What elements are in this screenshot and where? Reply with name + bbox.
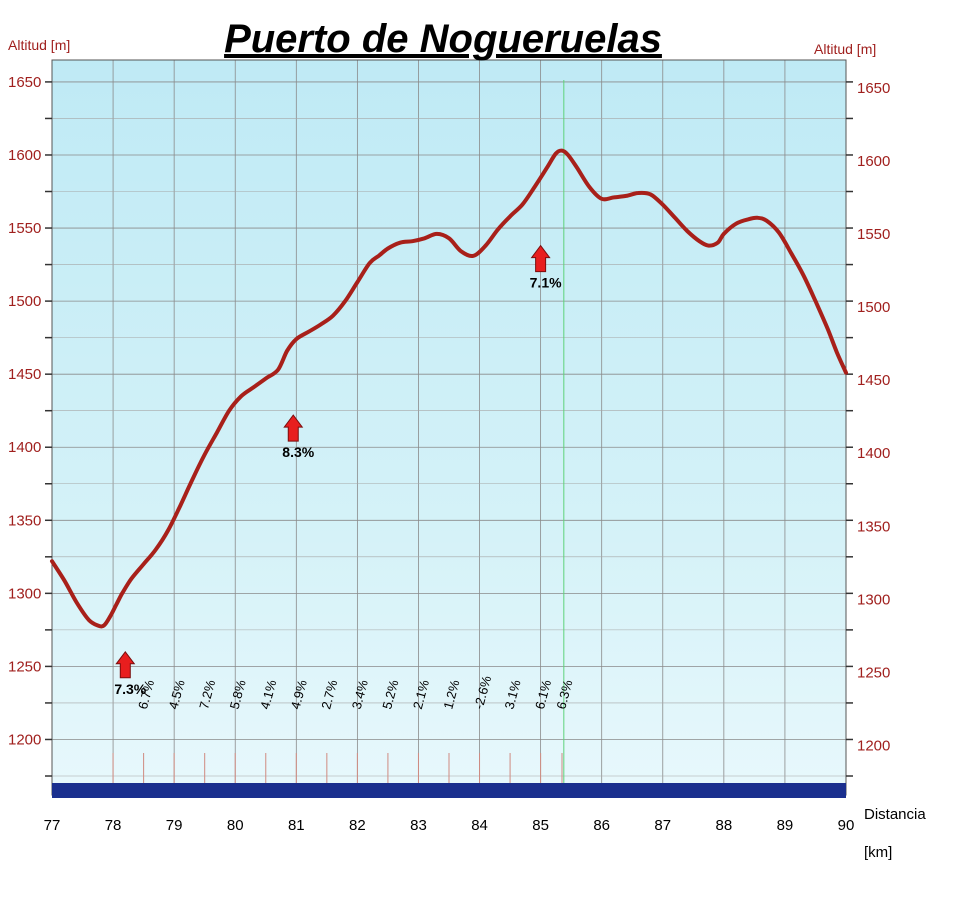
y-axis-left-title: Altitud [m] (8, 37, 70, 53)
callout-label: 7.3% (114, 681, 146, 697)
y-tick-label-right: 1400 (857, 445, 890, 462)
y-tick-label-right: 1350 (857, 518, 890, 535)
y-tick-label-right: 1550 (857, 226, 890, 243)
callout-arrow-icon (530, 244, 551, 273)
x-tick-label: 79 (166, 817, 183, 834)
plot-background (52, 60, 846, 795)
tick-marks (45, 81, 853, 777)
series-line (50, 148, 848, 629)
y-tick-label-left: 1300 (8, 585, 41, 602)
y-tick-label-left: 1550 (8, 220, 41, 237)
y-tick-label-right: 1450 (857, 372, 890, 389)
x-tick-label: 89 (777, 817, 794, 834)
y-tick-label-left: 1500 (8, 293, 41, 310)
x-axis-unit: [km] (864, 844, 892, 861)
y-tick-label-left: 1200 (8, 731, 41, 748)
callout-arrow-icon (115, 650, 136, 679)
y-tick-label-right: 1600 (857, 153, 890, 170)
y-tick-label-right: 1650 (857, 80, 890, 97)
chart-title: Puerto de Nogueruelas (224, 17, 662, 61)
callout-arrow-icon (283, 414, 304, 442)
x-tick-label: 88 (716, 817, 733, 834)
x-axis-tick-labels: 77 78 79 80 81 82 83 84 85 86 87 88 89 90 (44, 817, 855, 834)
y-axis-right-tick-labels: 1200 1250 1300 1350 1400 1450 1500 1550 1600 1650 (857, 80, 890, 755)
x-tick-label: 77 (44, 817, 61, 834)
y-tick-label-right: 1200 (857, 737, 890, 754)
y-tick-label-left: 1650 (8, 74, 41, 91)
x-tick-label: 81 (288, 817, 305, 834)
x-tick-label: 82 (349, 817, 366, 834)
y-tick-label-right: 1300 (857, 591, 890, 608)
grade-callouts: 7.3% 8.3% 7.1% (114, 244, 562, 697)
x-tick-label: 84 (471, 817, 488, 834)
y-axis-left-tick-labels: 1200 1250 1300 1350 1400 1450 1500 1550 1600 1650 (8, 74, 41, 749)
y-tick-label-left: 1350 (8, 512, 41, 529)
y-tick-label-left: 1450 (8, 366, 41, 383)
x-axis-title: Distancia (864, 806, 926, 823)
x-tick-label: 87 (654, 817, 671, 834)
y-axis-right-title: Altitud [m] (814, 41, 876, 57)
x-tick-label: 83 (410, 817, 427, 834)
callout-label: 8.3% (282, 444, 314, 460)
x-tick-label: 78 (105, 817, 122, 834)
grade-ticks (112, 753, 563, 783)
x-tick-label: 80 (227, 817, 244, 834)
y-tick-label-left: 1600 (8, 147, 41, 164)
y-tick-label-right: 1500 (857, 299, 890, 316)
callout-label: 7.1% (530, 275, 562, 291)
y-tick-label-right: 1250 (857, 664, 890, 681)
y-tick-label-left: 1400 (8, 439, 41, 456)
x-tick-label: 86 (593, 817, 610, 834)
baseline-bar (52, 783, 846, 798)
x-tick-label: 90 (838, 817, 855, 834)
x-tick-label: 85 (532, 817, 549, 834)
y-tick-label-left: 1250 (8, 658, 41, 675)
